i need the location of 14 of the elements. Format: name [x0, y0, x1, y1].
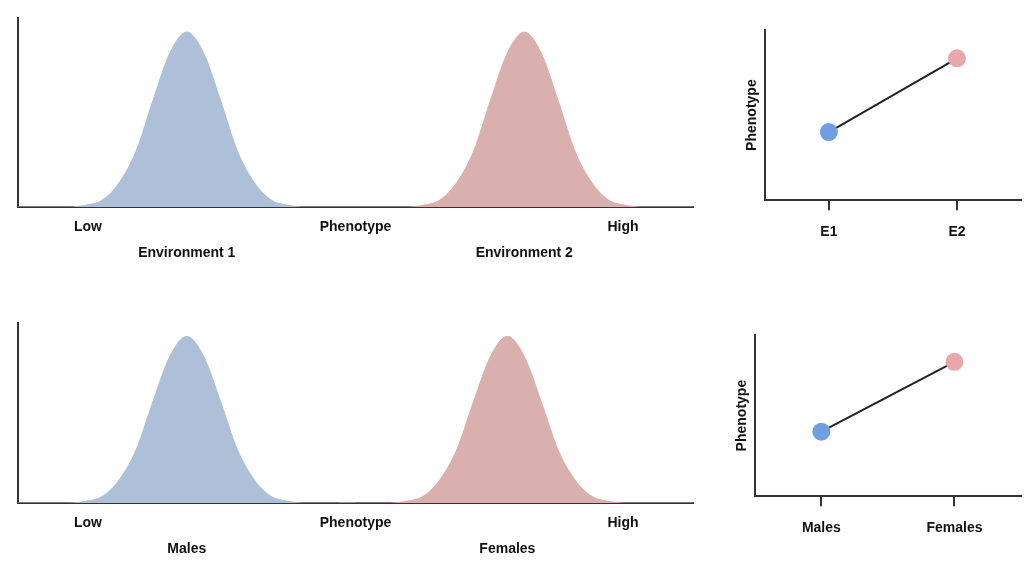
- text: High: [607, 513, 639, 530]
- text: Males: [167, 539, 207, 556]
- y-axis-title: Phenotype: [743, 79, 760, 151]
- x-tick-label: E2: [948, 223, 966, 240]
- text: Low: [74, 513, 103, 530]
- x-axis-title: Phenotype: [319, 513, 392, 530]
- text: Females: [479, 539, 536, 556]
- text: Environment 1: [138, 243, 236, 260]
- x-tick-label: E1: [820, 223, 838, 240]
- y-axis-title: Phenotype: [733, 379, 750, 452]
- text: Low: [74, 217, 103, 234]
- text: High: [607, 217, 639, 234]
- x-axis-title: Phenotype: [319, 217, 392, 234]
- text: Environment 2: [475, 243, 574, 260]
